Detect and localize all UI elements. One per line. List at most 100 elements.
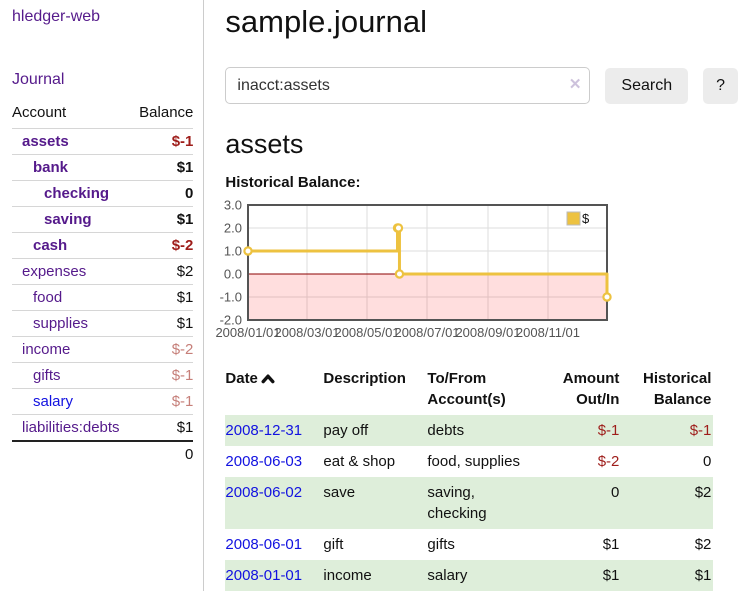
account-link[interactable]: assets [22, 133, 69, 150]
account-name-cell: food [12, 284, 133, 311]
app-title: hledger-web [12, 8, 193, 26]
x-axis-tick-label: 2008/03/01 [275, 325, 340, 340]
transaction-row[interactable]: 2008-06-01 gift gifts $1 $2 [225, 529, 713, 560]
date-cell: 2008-01-01 [225, 560, 323, 591]
account-name-cell: saving [12, 206, 133, 233]
chart-title: Historical Balance: [225, 174, 361, 191]
transaction-description: income [323, 567, 372, 584]
register-header-amount: Amount Out/In [562, 370, 620, 408]
account-balance: $1 [176, 315, 194, 332]
accounts-table: Account Balance assets $-1 bank $1 checking 0… [12, 102, 194, 467]
account-name-cell: income [12, 336, 133, 363]
account-balance: 0 [185, 185, 194, 202]
account-row: salary $-1 [12, 388, 194, 415]
transaction-balance: $1 [694, 567, 712, 584]
account-row: saving $1 [12, 206, 194, 233]
account-link[interactable]: gifts [33, 367, 61, 384]
transaction-date-link[interactable]: 2008-06-03 [225, 453, 303, 470]
search-button[interactable]: Search [605, 67, 689, 104]
y-axis-tick-label: -1.0 [220, 290, 242, 305]
account-name-cell: supplies [12, 310, 133, 337]
transaction-balance: $2 [694, 484, 712, 501]
account-row: checking 0 [12, 180, 194, 207]
transaction-row[interactable]: 2008-06-02 save saving, checking 0 $2 [225, 477, 714, 529]
account-name-cell: assets [12, 128, 133, 155]
transaction-row[interactable]: 2008-01-01 income salary $1 $1 [225, 560, 714, 591]
x-axis-tick-label: 2008/05/01 [335, 325, 400, 340]
account-link[interactable]: cash [33, 237, 68, 254]
transaction-description: save [323, 484, 356, 501]
x-axis-tick-label: 2008/11/01 [516, 325, 580, 340]
date-cell: 2008-06-03 [225, 446, 323, 477]
account-link[interactable]: saving [44, 211, 92, 228]
account-name-cell: expenses [12, 258, 133, 285]
app-title-link[interactable]: hledger-web [12, 8, 101, 25]
transaction-accounts: food, supplies [427, 453, 520, 470]
y-axis-tick-label: 3.0 [224, 200, 242, 213]
transaction-date-link[interactable]: 2008-06-01 [225, 536, 303, 553]
account-link[interactable]: liabilities:debts [22, 419, 120, 436]
transaction-date-link[interactable]: 2008-12-31 [225, 422, 303, 439]
account-row: assets $-1 [12, 128, 194, 155]
transaction-row[interactable]: 2008-06-03 eat & shop food, supplies $-2 0 [225, 446, 713, 477]
sidebar-item-journal[interactable]: Journal [12, 71, 65, 88]
y-axis-tick-label: 2.0 [224, 221, 242, 236]
register-header-balance: Historical Balance [643, 370, 712, 408]
account-row: expenses $2 [12, 258, 194, 285]
date-cell: 2008-06-01 [225, 529, 323, 560]
search-box: ✕ [225, 67, 591, 104]
transaction-amount: 0 [611, 484, 620, 501]
account-heading: assets [225, 129, 304, 159]
account-link[interactable]: salary [33, 393, 74, 410]
account-name-cell: liabilities:debts [12, 414, 133, 441]
transaction-description: eat & shop [323, 453, 396, 470]
x-axis-tick-label: 2008/01/01 [216, 325, 281, 340]
transaction-date-link[interactable]: 2008-01-01 [225, 567, 303, 584]
account-balance: $2 [176, 263, 194, 280]
date-cell: 2008-06-02 [225, 477, 323, 529]
y-axis-tick-label: 0.0 [224, 267, 242, 282]
sidebar-nav: Journal [12, 71, 193, 89]
transaction-accounts: debts [427, 422, 465, 439]
account-row: food $1 [12, 284, 194, 311]
account-balance: $-2 [171, 341, 194, 358]
account-balance: $1 [176, 419, 194, 436]
account-link[interactable]: bank [33, 159, 69, 176]
transaction-row[interactable]: 2008-12-31 pay off debts $-1 $-1 [225, 415, 714, 446]
transaction-amount: $-1 [597, 422, 620, 439]
transaction-amount: $1 [602, 567, 620, 584]
chart-legend: $ [566, 211, 590, 226]
accounts-header-account: Account [12, 104, 67, 121]
account-name-cell: salary [12, 388, 133, 415]
account-balance: $-1 [171, 393, 194, 410]
account-name-cell: gifts [12, 362, 133, 389]
account-link[interactable]: supplies [33, 315, 89, 332]
accounts-header-balance: Balance [139, 104, 194, 121]
transaction-balance: $2 [694, 536, 712, 553]
transaction-date-link[interactable]: 2008-06-02 [225, 484, 303, 501]
transaction-description: pay off [323, 422, 369, 439]
account-balance: $-1 [171, 367, 194, 384]
y-axis-tick-label: -2.0 [220, 313, 242, 328]
y-axis-tick-label: 1.0 [224, 244, 242, 259]
historical-balance-chart: $3.0 2.0 1.0 0.0 -1.0 -2.0 2008/01/01 2008/03/0… [215, 198, 738, 349]
register-header-accounts: To/From Account(s) [427, 370, 506, 408]
sort-ascending-icon[interactable] [261, 373, 275, 384]
accounts-total-spacer [12, 440, 133, 467]
account-link[interactable]: food [33, 289, 63, 306]
account-link[interactable]: expenses [22, 263, 87, 280]
sidebar: hledger-web Journal Account Balance asse… [0, 0, 205, 591]
account-balance: $-2 [171, 237, 194, 254]
account-link[interactable]: checking [44, 185, 110, 202]
account-row: supplies $1 [12, 310, 194, 337]
search-input[interactable] [225, 67, 591, 104]
account-link[interactable]: income [22, 341, 71, 358]
chart-canvas: $3.0 2.0 1.0 0.0 -1.0 -2.02008/01/012008/03/0… [216, 198, 613, 340]
register-table: Date Description To/From Account(s) Amou… [225, 366, 714, 591]
register-header-date[interactable]: Date [225, 366, 323, 415]
transaction-balance: 0 [703, 453, 712, 470]
help-button[interactable]: ? [703, 67, 738, 104]
account-row: income $-2 [12, 336, 194, 363]
clear-search-icon[interactable]: ✕ [568, 76, 582, 93]
